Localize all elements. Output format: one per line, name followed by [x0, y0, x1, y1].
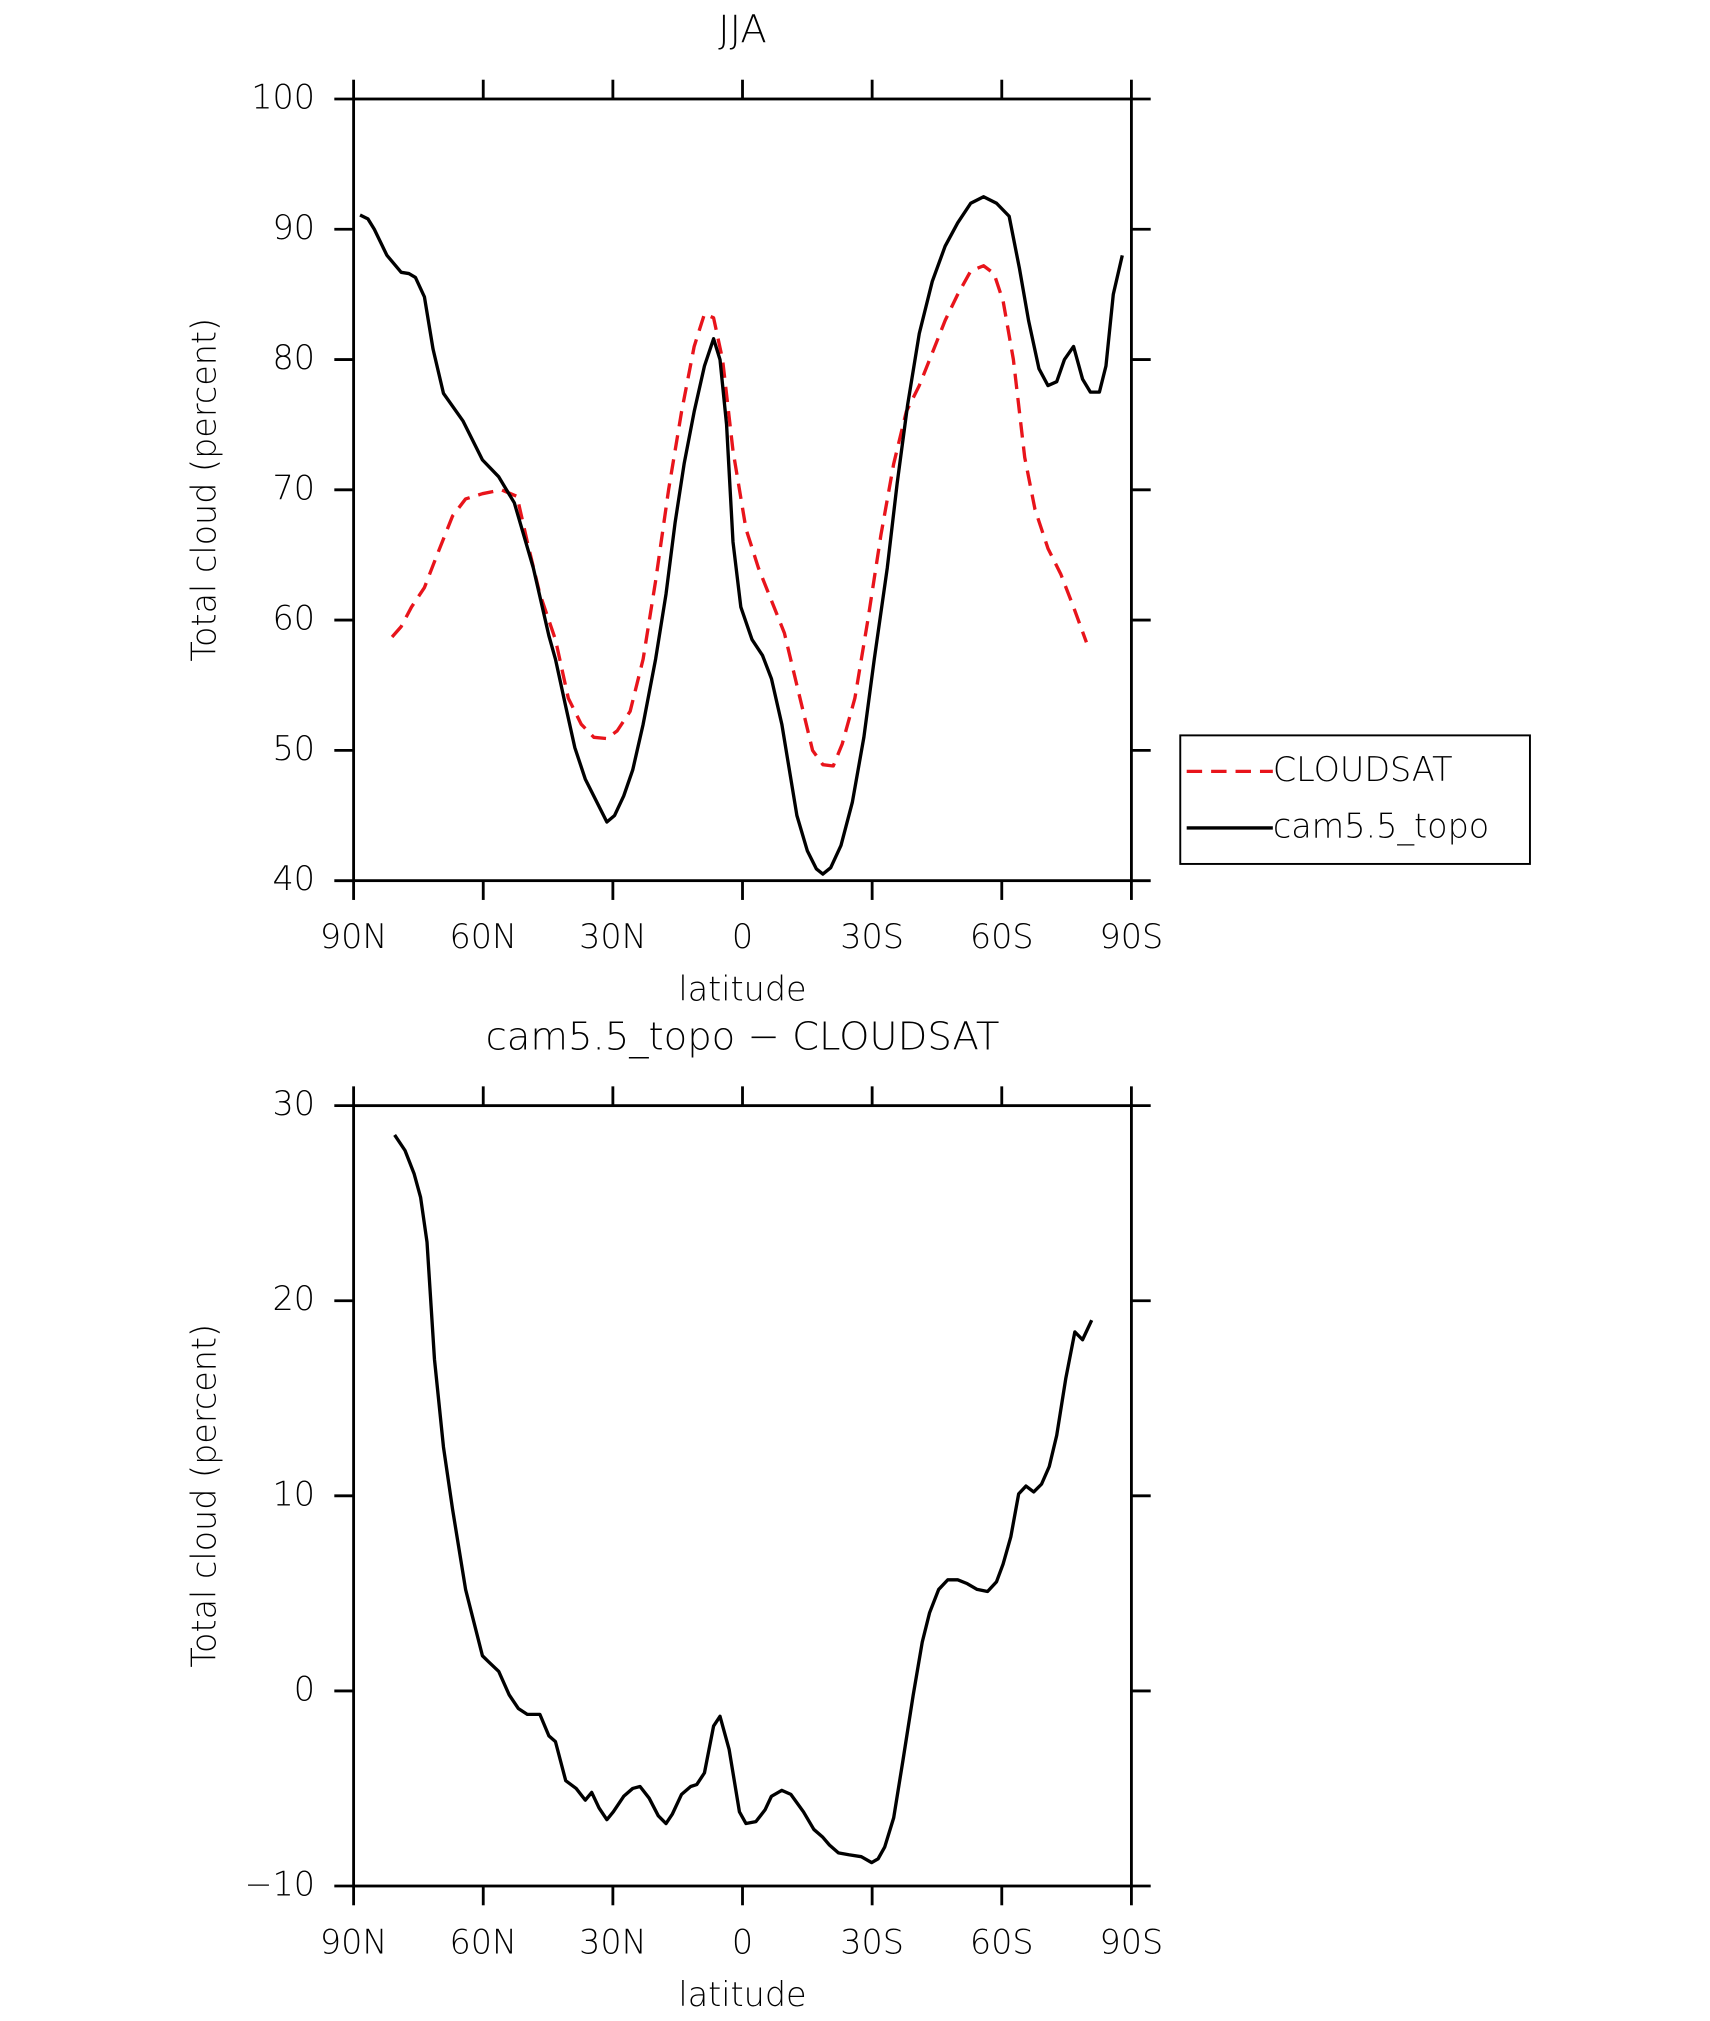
- data-line: [359, 195, 1124, 876]
- y-axis-label: Total cloud (percent): [184, 1324, 223, 1668]
- y-tick-label: 0: [294, 1669, 315, 1708]
- legend-box: [1179, 734, 1531, 865]
- y-tick-label: 20: [273, 1279, 316, 1318]
- y-tick-label: 90: [273, 208, 316, 247]
- x-tick-label: 90S: [1100, 1922, 1164, 1961]
- x-tick-label: 90N: [320, 1922, 388, 1961]
- x-axis-label: latitude: [678, 1975, 806, 2014]
- legend-label: CLOUDSAT: [1273, 750, 1453, 789]
- data-line: [390, 264, 1088, 768]
- x-tick-label: 60N: [449, 1922, 517, 1961]
- x-tick-label: 60N: [449, 917, 517, 956]
- x-tick-label: 0: [732, 917, 753, 956]
- y-tick-label: 10: [273, 1474, 316, 1513]
- chart-title: JJA: [718, 8, 766, 53]
- y-tick-label: −10: [245, 1865, 316, 1904]
- plot-frame: [352, 1104, 1133, 1888]
- x-tick-label: 30N: [579, 1922, 647, 1961]
- x-tick-label: 30N: [579, 917, 647, 956]
- x-tick-label: 30S: [840, 1922, 904, 1961]
- x-tick-label: 90S: [1100, 917, 1164, 956]
- data-line: [393, 1134, 1094, 1865]
- x-tick-label: 90N: [320, 917, 388, 956]
- x-tick-label: 30S: [840, 917, 904, 956]
- y-tick-label: 40: [273, 859, 316, 898]
- x-axis-label: latitude: [678, 970, 806, 1009]
- x-tick-label: 60S: [970, 917, 1034, 956]
- chart-title: cam5.5_topo − CLOUDSAT: [486, 1014, 1000, 1059]
- x-tick-label: 0: [732, 1922, 753, 1961]
- legend-label: cam5.5_topo: [1273, 806, 1489, 846]
- y-axis-label: Total cloud (percent): [184, 318, 223, 662]
- y-tick-label: 80: [273, 338, 316, 377]
- y-tick-label: 60: [273, 599, 316, 638]
- y-tick-label: 70: [273, 468, 316, 507]
- y-tick-label: 30: [273, 1084, 316, 1123]
- x-tick-label: 60S: [970, 1922, 1034, 1961]
- y-tick-label: 100: [251, 77, 315, 116]
- plot-frame: [352, 97, 1133, 883]
- y-tick-label: 50: [273, 729, 316, 768]
